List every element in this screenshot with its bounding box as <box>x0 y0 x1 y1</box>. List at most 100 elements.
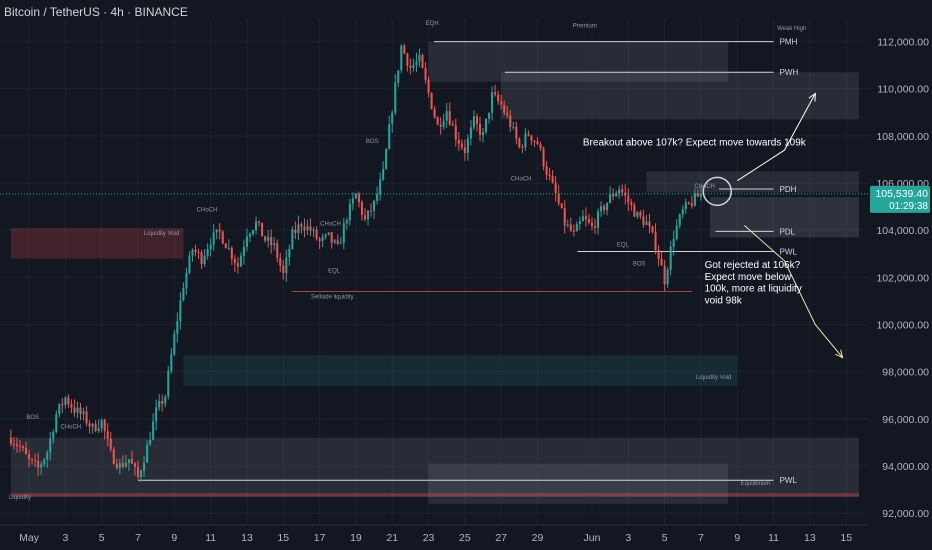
candle-body <box>469 127 472 139</box>
candle-body <box>357 193 360 203</box>
candle-body <box>624 192 627 196</box>
candle-body <box>527 133 530 136</box>
candle-body <box>100 419 103 429</box>
candle-body <box>115 463 118 468</box>
zone-liquidity-void-top <box>10 227 184 259</box>
x-tick-label: 3 <box>62 532 68 544</box>
small-label: EQL <box>328 269 341 275</box>
candle-body <box>542 148 545 167</box>
candle-body <box>79 407 82 414</box>
candle-body <box>64 397 67 406</box>
candle-body <box>12 443 15 445</box>
candle-body <box>209 244 212 250</box>
x-tick-label: 11 <box>768 532 779 544</box>
candle-body <box>321 236 324 241</box>
x-tick-label: 5 <box>662 532 668 544</box>
candle-body <box>285 257 288 274</box>
annotation-text: Expect move below <box>705 272 792 283</box>
y-axis-bg <box>868 0 932 550</box>
candle-body <box>124 462 127 467</box>
y-tick-label: 98,000.00 <box>882 367 929 379</box>
candle-body <box>506 112 509 116</box>
candle-body <box>85 411 88 424</box>
candle-body <box>18 446 22 448</box>
candle-body <box>672 238 675 247</box>
candle-body <box>590 222 594 227</box>
candle-body <box>34 460 37 462</box>
candle-body <box>675 225 678 239</box>
candle-body <box>651 226 654 232</box>
candle-body <box>200 252 203 265</box>
small-label: CHoCH <box>320 222 341 228</box>
candle-body <box>366 210 370 220</box>
candle-body <box>466 138 469 153</box>
candle-body <box>58 403 61 415</box>
candle-body <box>330 232 333 243</box>
candle-body <box>636 212 639 217</box>
candle-body <box>318 238 321 241</box>
zones <box>10 41 859 504</box>
x-tick-label: 21 <box>386 532 398 544</box>
zone-equilibrium-zone <box>10 437 859 497</box>
candle-body <box>309 226 312 231</box>
candle-body <box>182 288 185 301</box>
x-tick-label: 15 <box>277 532 289 544</box>
candle-body <box>109 438 112 450</box>
candle-body <box>376 194 379 201</box>
candle-body <box>684 202 687 210</box>
candle-body <box>21 446 25 449</box>
candle-body <box>76 407 79 413</box>
candle-body <box>578 221 581 225</box>
zone-pwh-zone <box>501 72 859 120</box>
x-tick-label: 29 <box>532 532 544 544</box>
candle-body <box>569 224 572 231</box>
candle-body <box>409 65 412 68</box>
small-label: Liquidity Void <box>696 375 731 381</box>
candle-body <box>430 92 433 109</box>
y-tick-label: 112,000.00 <box>877 37 929 49</box>
candle-body <box>491 92 494 113</box>
candle-body <box>391 112 394 125</box>
candle-body <box>227 247 230 249</box>
candle-body <box>188 255 191 273</box>
candle-body <box>167 371 170 397</box>
annotation-text: void 98k <box>705 295 743 306</box>
level-label-pdh: PDH <box>780 185 797 194</box>
candle-body <box>279 257 282 266</box>
x-tick-label: 5 <box>99 532 105 544</box>
candle-body <box>276 243 279 258</box>
small-label: Premium <box>573 23 597 29</box>
small-label: EQL <box>617 243 630 249</box>
chart-title: Bitcoin / TetherUS · 4h · BINANCE <box>4 5 188 19</box>
candle-body <box>557 193 560 204</box>
candle-body <box>457 139 460 144</box>
candle-body <box>273 243 276 246</box>
candle-body <box>687 202 690 204</box>
candle-body <box>324 234 327 237</box>
candle-body <box>618 189 621 194</box>
candle-body <box>339 242 342 244</box>
candle-body <box>97 428 100 431</box>
candle-body <box>342 223 345 243</box>
x-tick-label: May <box>19 532 40 544</box>
candle-body <box>379 179 382 195</box>
candle-body <box>206 249 209 256</box>
candle-body <box>28 454 31 460</box>
candle-body <box>572 230 575 232</box>
candle-body <box>152 421 155 440</box>
level-label-pdl: PDL <box>780 227 796 236</box>
candle-body <box>46 452 49 460</box>
candle-body <box>412 65 415 68</box>
candle-body <box>291 229 294 250</box>
candle-body <box>593 226 597 229</box>
x-tick-label: 25 <box>459 532 471 544</box>
candle-body <box>136 466 140 478</box>
candle-body <box>488 112 491 119</box>
candle-body <box>52 431 55 439</box>
x-tick-label: Jun <box>584 532 601 544</box>
candle-body <box>267 237 270 241</box>
candle-body <box>536 141 539 145</box>
zone-premium <box>428 41 729 82</box>
candle-body <box>176 321 179 334</box>
